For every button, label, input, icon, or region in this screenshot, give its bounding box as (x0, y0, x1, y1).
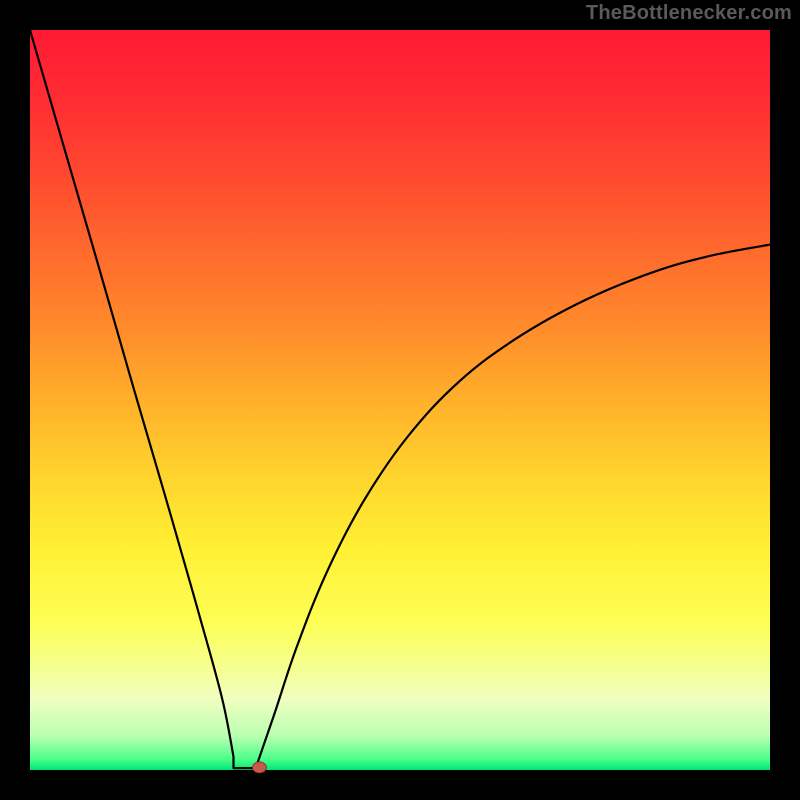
chart-frame: { "canvas": { "width": 800, "height": 80… (0, 0, 800, 800)
optimal-point-marker (252, 762, 266, 773)
bottleneck-chart (0, 0, 800, 800)
watermark-text: TheBottlenecker.com (586, 2, 792, 25)
plot-background (30, 30, 770, 770)
